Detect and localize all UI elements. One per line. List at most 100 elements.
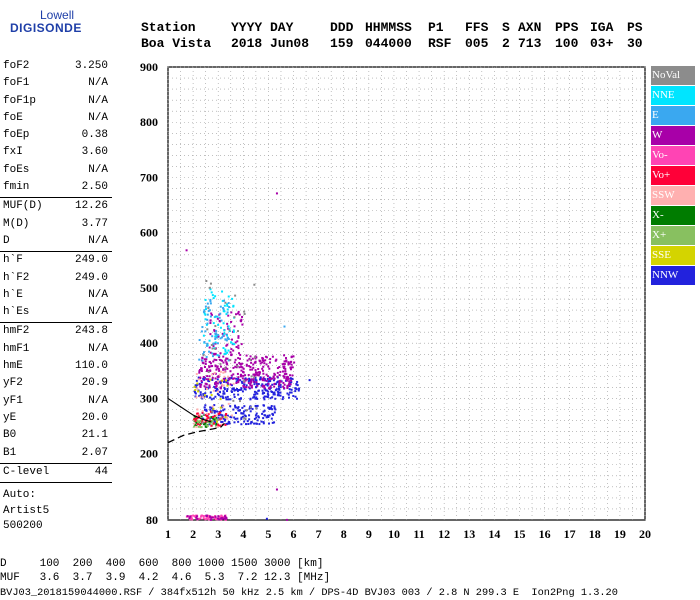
echo-point-w — [210, 365, 213, 368]
echo-point-nne — [228, 327, 231, 330]
echo-point-w — [241, 377, 244, 380]
echo-point-vo — [220, 514, 223, 517]
echo-point-w — [229, 383, 232, 386]
echo-point-nnw — [295, 383, 298, 386]
param-row: yF2 20.9 — [0, 375, 112, 392]
echo-point-w — [269, 378, 272, 381]
echo-point-nnw — [203, 395, 206, 398]
echo-point-w — [233, 377, 236, 380]
echo-point-w — [219, 359, 222, 362]
param-row: h`Es N/A — [0, 304, 112, 321]
echo-point-w — [258, 372, 261, 375]
echo-point-nnw — [234, 412, 237, 415]
echo-point-e — [214, 337, 217, 340]
echo-point-x — [205, 425, 208, 428]
header-label-4: P1 — [428, 20, 444, 35]
echo-point-vo — [223, 516, 226, 519]
echo-point-vo — [206, 418, 209, 421]
scaled-trace-dashed — [167, 422, 225, 444]
param-divider — [0, 462, 112, 464]
echo-point-w — [285, 357, 288, 360]
echo-point-w — [219, 387, 222, 390]
echo-point-nnw — [202, 417, 205, 420]
echo-point-x — [212, 417, 215, 420]
echo-point-w — [230, 311, 233, 314]
echo-point-w — [200, 380, 203, 383]
header-label-3: HHMMSS — [365, 20, 412, 35]
echo-point-w — [222, 368, 225, 371]
echo-point-w — [278, 381, 281, 384]
echo-point-nnw — [204, 388, 207, 391]
echo-point-nnw — [227, 379, 230, 382]
echo-point-w — [262, 359, 265, 362]
echo-point-nnw — [198, 382, 201, 385]
echo-point-nne — [211, 294, 214, 297]
echo-point-nnw — [209, 406, 212, 409]
echo-point-w — [212, 360, 215, 363]
echo-point-x — [213, 416, 216, 419]
echo-point-noval — [249, 406, 252, 409]
echo-point-nnw — [237, 389, 240, 392]
echo-point-w — [278, 383, 281, 386]
echo-point-x — [210, 416, 213, 419]
echo-point-noval — [233, 316, 236, 319]
echo-point-x — [208, 416, 211, 419]
echo-point-ssw — [213, 372, 216, 375]
echo-point-x — [204, 422, 207, 425]
echo-point-w — [195, 516, 198, 519]
echo-point-nnw — [211, 409, 214, 412]
echo-point-w — [225, 361, 228, 364]
echo-point-vo — [204, 420, 207, 423]
echo-point-nne — [233, 343, 236, 346]
echo-point-noval — [206, 328, 209, 331]
echo-point-nnw — [292, 394, 295, 397]
echo-point-nnw — [213, 385, 216, 388]
echo-point-noval — [219, 362, 222, 365]
echo-point-vo — [194, 417, 197, 420]
echo-point-noval — [244, 417, 247, 420]
echo-point-e — [209, 298, 212, 301]
echo-point-w — [221, 359, 224, 362]
echo-point-nnw — [255, 391, 258, 394]
echo-point-e — [219, 312, 222, 315]
echo-point-nnw — [278, 387, 281, 390]
echo-point-w — [234, 341, 237, 344]
param-row: M(D) 3.77 — [0, 216, 112, 233]
echo-point-nne — [227, 349, 230, 352]
echo-point-nnw — [256, 419, 259, 422]
echo-point-nnw — [240, 388, 243, 391]
x-tick-label: 6 — [291, 527, 297, 541]
echo-point-vo — [193, 418, 196, 421]
echo-point-w — [215, 381, 218, 384]
echo-point-nnw — [241, 406, 244, 409]
echo-point-nnw — [266, 392, 269, 395]
param-value: 44 — [94, 465, 108, 478]
header-value-8: 100 — [555, 36, 579, 51]
echo-point-e — [216, 336, 219, 339]
echo-point-noval — [229, 358, 232, 361]
echo-point-ssw — [218, 373, 221, 376]
echo-point-nnw — [194, 391, 197, 394]
echo-point-w — [262, 365, 265, 368]
echo-point-nnw — [253, 422, 256, 425]
echo-point-nne — [232, 330, 235, 333]
echo-point-e — [217, 333, 220, 336]
echo-point-nnw — [226, 414, 229, 417]
echo-point-w — [207, 378, 210, 381]
echo-point-nne — [227, 295, 230, 298]
echo-point-vo — [190, 516, 193, 519]
echo-point-nnw — [197, 376, 200, 379]
echo-point-nne — [226, 303, 229, 306]
echo-point-w — [251, 368, 254, 371]
echo-point-e — [204, 330, 207, 333]
echo-point-nnw — [240, 423, 243, 426]
echo-point-w — [245, 354, 248, 357]
echo-point-nnw — [265, 389, 268, 392]
echo-point-w — [286, 387, 289, 390]
echo-point-vo — [207, 514, 210, 517]
echo-point-nnw — [244, 388, 247, 391]
echo-point-nnw — [290, 391, 293, 394]
echo-point-noval — [214, 325, 217, 328]
echo-point-e — [226, 336, 229, 339]
